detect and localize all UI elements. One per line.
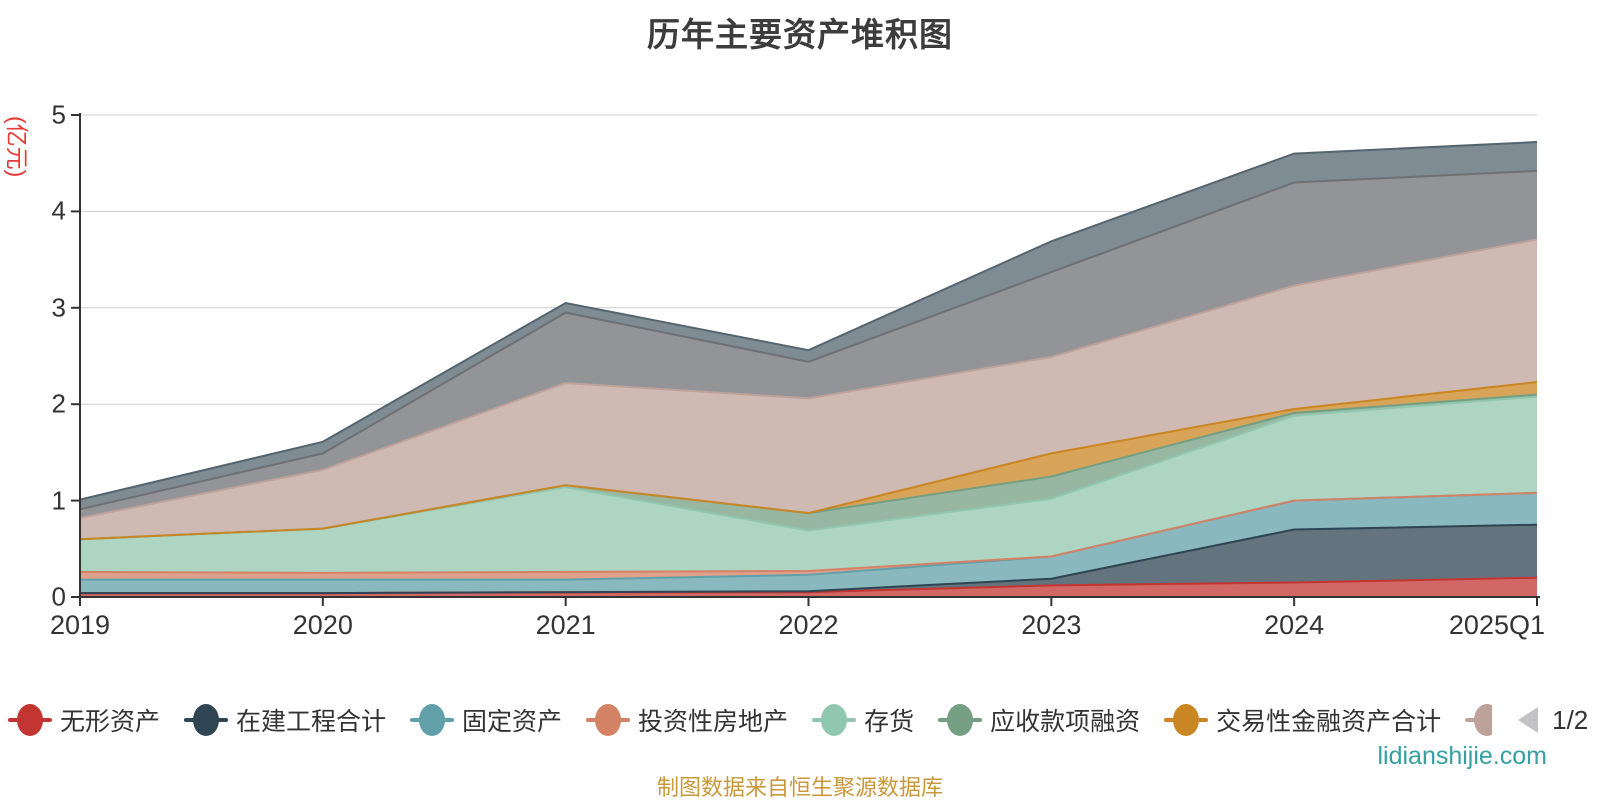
area-series-10 xyxy=(80,142,1537,510)
y-tick-label: 5 xyxy=(51,99,66,130)
legend-item-应收款项融资[interactable]: 应收款项融资 xyxy=(938,702,1140,738)
legend-item-在建工程合计[interactable]: 在建工程合计 xyxy=(184,702,386,738)
marker-circle xyxy=(1474,704,1493,736)
legend-item-无形资产[interactable]: 无形资产 xyxy=(8,702,160,738)
line-series-4 xyxy=(79,491,1538,574)
series-marker-icon xyxy=(410,704,455,736)
marker-circle xyxy=(821,704,848,736)
area-series-2 xyxy=(80,524,1537,594)
series-marker-icon xyxy=(8,704,52,736)
x-tick-label: 2019 xyxy=(49,610,111,640)
marker-circle xyxy=(1173,704,1200,736)
marker-circle xyxy=(193,704,220,736)
x-tick-label: 2024 xyxy=(1264,610,1325,640)
series-marker-icon xyxy=(1465,704,1493,736)
legend-item-label: 投资性房地产 xyxy=(638,708,789,736)
y-tick-label: 1 xyxy=(51,485,66,516)
legend-item-label: 在建工程合计 xyxy=(236,708,387,736)
x-tick-label: 2021 xyxy=(535,610,596,640)
legend: 无形资产 在建工程合计 固定资产 投资性房地产 存货 应收款项融资 交易性金融资产合计 1/2 xyxy=(8,698,1600,742)
legend-item-固定资产[interactable]: 固定资产 xyxy=(410,702,562,738)
legend-item-label: 交易性金融资产合计 xyxy=(1216,708,1442,736)
area-series-8 xyxy=(80,239,1537,540)
x-tick-label: 2025Q1 xyxy=(1448,610,1545,640)
legend-prev-button[interactable] xyxy=(1518,707,1539,733)
chart-title: 历年主要资产堆积图 xyxy=(647,16,953,53)
legend-item-label: 应收款项融资 xyxy=(990,708,1141,736)
footer-source-note: 制图数据来自恒生聚源数据库 xyxy=(656,775,943,800)
area-series-3 xyxy=(80,492,1537,594)
watermark: lidianshijie.com xyxy=(1377,742,1547,770)
pagination-label: 1/2 xyxy=(1552,704,1589,735)
line-series-7 xyxy=(79,381,1538,541)
series-marker-icon xyxy=(1164,704,1209,736)
line-series-9 xyxy=(79,169,1538,511)
legend-item-clipped[interactable] xyxy=(1465,704,1493,736)
line-series-2 xyxy=(80,523,1538,595)
legend-item-label: 无形资产 xyxy=(60,708,161,736)
x-tick-label: 2023 xyxy=(1021,610,1082,640)
legend-pagination: 1/2 xyxy=(1518,705,1600,736)
area-series-5 xyxy=(80,396,1537,573)
legend-item-label: 存货 xyxy=(864,708,915,736)
x-tick-label: 2020 xyxy=(292,610,353,640)
legend-item-label: 固定资产 xyxy=(462,708,563,736)
marker-circle xyxy=(595,704,622,736)
y-tick-label: 4 xyxy=(51,195,66,226)
area-series-1 xyxy=(80,577,1537,597)
series-marker-icon xyxy=(938,704,983,736)
line-series-8 xyxy=(79,238,1538,519)
y-tick-label: 0 xyxy=(51,581,66,612)
series-marker-icon xyxy=(812,704,857,736)
marker-circle xyxy=(17,704,43,736)
legend-item-投资性房地产[interactable]: 投资性房地产 xyxy=(586,702,788,738)
x-tick-label: 2022 xyxy=(778,610,839,640)
y-tick-label: 3 xyxy=(51,292,66,323)
series-marker-icon xyxy=(184,704,229,736)
series-marker-icon xyxy=(586,704,631,736)
marker-circle xyxy=(947,704,974,736)
line-series-10 xyxy=(79,141,1538,501)
area-series-9 xyxy=(80,170,1537,518)
marker-circle xyxy=(419,704,446,736)
legend-item-存货[interactable]: 存货 xyxy=(812,702,914,738)
legend-item-交易性金融资产合计[interactable]: 交易性金融资产合计 xyxy=(1164,702,1441,738)
y-tick-label: 2 xyxy=(51,388,66,419)
